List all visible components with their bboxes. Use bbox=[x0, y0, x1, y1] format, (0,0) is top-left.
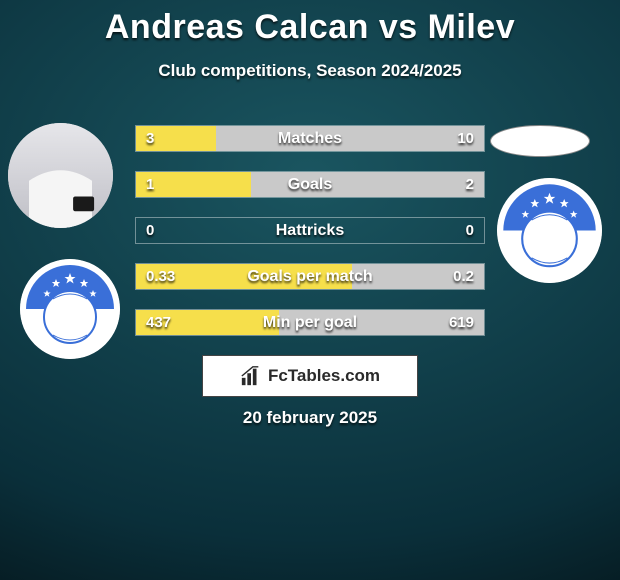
stat-row: Goals1 2 bbox=[135, 171, 485, 198]
stat-value-right: 0.2 bbox=[453, 264, 474, 289]
page-title: Andreas Calcan vs Milev bbox=[0, 0, 620, 47]
brand-badge[interactable]: FcTables.com bbox=[202, 355, 418, 397]
player_left-avatar bbox=[8, 123, 113, 228]
stat-value-left: 3 bbox=[146, 126, 154, 151]
stat-row: Goals per match0.33 0.2 bbox=[135, 263, 485, 290]
stat-bars: Matches3 10 Goals1 2 Hattricks0 0 Goals per ma… bbox=[135, 125, 485, 355]
stat-value-right: 0 bbox=[466, 218, 474, 243]
brand-text: FcTables.com bbox=[268, 366, 380, 386]
date-label: 20 february 2025 bbox=[0, 408, 620, 428]
stat-value-right: 10 bbox=[457, 126, 474, 151]
stat-value-right: 619 bbox=[449, 310, 474, 335]
player-right-placeholder bbox=[490, 125, 590, 157]
content: Andreas Calcan vs Milev Club competition… bbox=[0, 0, 620, 440]
stat-row: Min per goal437 619 bbox=[135, 309, 485, 336]
club_right-avatar bbox=[497, 178, 602, 283]
stat-value-left: 437 bbox=[146, 310, 171, 335]
club_left-avatar bbox=[20, 259, 120, 359]
stat-value-left: 0 bbox=[146, 218, 154, 243]
stat-label: Goals per match bbox=[136, 264, 484, 289]
stat-value-left: 1 bbox=[146, 172, 154, 197]
stat-value-left: 0.33 bbox=[146, 264, 175, 289]
stat-label: Min per goal bbox=[136, 310, 484, 335]
subtitle: Club competitions, Season 2024/2025 bbox=[0, 61, 620, 81]
chart-icon bbox=[240, 365, 262, 387]
stat-value-right: 2 bbox=[466, 172, 474, 197]
stat-label: Hattricks bbox=[136, 218, 484, 243]
stat-label: Goals bbox=[136, 172, 484, 197]
stat-label: Matches bbox=[136, 126, 484, 151]
comparison-card: Andreas Calcan vs Milev Club competition… bbox=[0, 0, 620, 580]
stat-row: Matches3 10 bbox=[135, 125, 485, 152]
stat-row: Hattricks0 0 bbox=[135, 217, 485, 244]
